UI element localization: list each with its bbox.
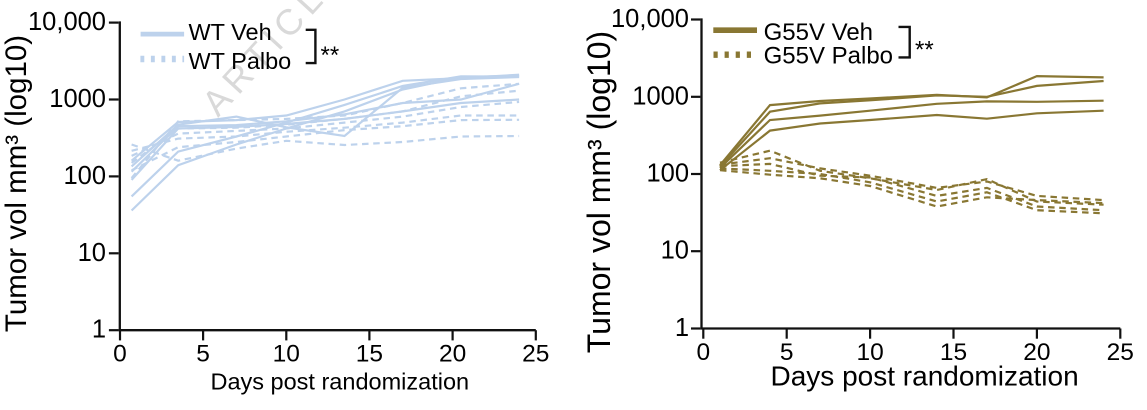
svg-text:5: 5 [780,339,794,366]
svg-text:Tumor vol mm³ (log10): Tumor vol mm³ (log10) [0,35,33,332]
svg-text:10: 10 [661,237,689,265]
svg-text:20: 20 [1023,339,1050,366]
svg-text:10: 10 [273,341,300,368]
svg-text:10: 10 [856,339,883,366]
svg-text:15: 15 [356,341,383,368]
svg-text:**: ** [915,37,934,64]
svg-text:25: 25 [522,341,549,368]
svg-text:100: 100 [63,162,106,190]
svg-text:**: ** [321,42,340,69]
svg-text:15: 15 [940,339,967,366]
svg-text:1: 1 [675,314,689,342]
svg-text:G55V Veh: G55V Veh [764,19,873,46]
svg-text:100: 100 [646,160,689,188]
svg-text:10: 10 [78,239,106,267]
svg-text:Tumor vol mm³ (log10): Tumor vol mm³ (log10) [581,31,617,353]
svg-text:5: 5 [196,341,210,368]
svg-text:G55V Palbo: G55V Palbo [764,43,893,70]
svg-text:WT Veh: WT Veh [189,19,272,45]
svg-text:1: 1 [92,316,106,344]
svg-text:1000: 1000 [49,85,106,113]
svg-text:Days post randomization: Days post randomization [210,369,469,395]
svg-text:0: 0 [113,341,127,368]
svg-text:20: 20 [439,341,466,368]
svg-text:1000: 1000 [632,82,689,110]
svg-text:WT Palbo: WT Palbo [189,48,292,74]
svg-text:10,000: 10,000 [28,8,106,36]
svg-text:Days post randomization: Days post randomization [771,361,1079,392]
svg-text:0: 0 [696,339,710,366]
svg-text:10,000: 10,000 [611,5,689,33]
svg-text:25: 25 [1107,339,1134,366]
